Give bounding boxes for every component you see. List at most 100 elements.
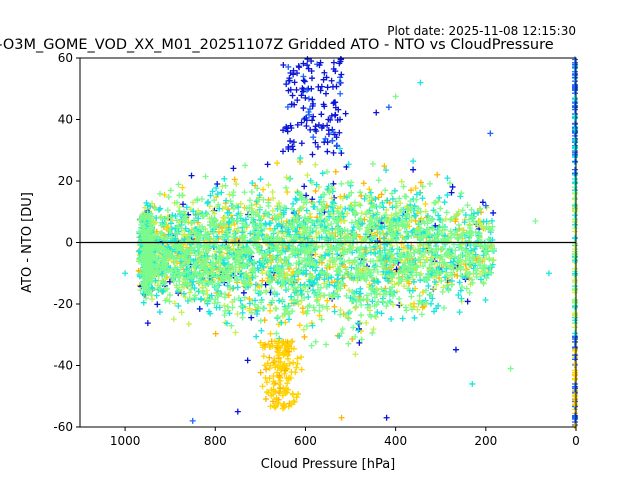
- data-point: [347, 202, 354, 209]
- data-point: [284, 380, 291, 387]
- data-point: [179, 184, 186, 191]
- data-point: [381, 218, 388, 225]
- data-point: [140, 238, 147, 245]
- data-point: [327, 248, 334, 255]
- data-point: [245, 259, 252, 266]
- data-point: [137, 287, 144, 294]
- data-point: [354, 320, 361, 327]
- data-point: [429, 295, 436, 302]
- data-point: [388, 289, 395, 296]
- data-point: [179, 252, 186, 259]
- data-point: [422, 249, 429, 256]
- data-point: [225, 214, 232, 221]
- data-point: [383, 167, 390, 174]
- data-point: [205, 274, 212, 281]
- data-point: [194, 197, 201, 204]
- data-point: [288, 101, 295, 108]
- data-point: [358, 312, 365, 319]
- data-point: [294, 70, 301, 77]
- data-point: [435, 302, 442, 309]
- data-point: [310, 134, 317, 141]
- data-point: [302, 94, 309, 101]
- data-point: [294, 360, 301, 367]
- data-point: [391, 187, 398, 194]
- data-point: [210, 259, 217, 266]
- data-point: [436, 194, 443, 201]
- data-point: [160, 264, 167, 271]
- data-point: [307, 271, 314, 278]
- y-tick-label: 20: [58, 174, 73, 188]
- data-point: [217, 220, 224, 227]
- data-point: [304, 172, 311, 179]
- data-point: [400, 183, 407, 190]
- data-point: [355, 327, 362, 334]
- data-point: [321, 236, 328, 243]
- data-point: [480, 218, 487, 225]
- data-point: [254, 185, 261, 192]
- data-point: [240, 289, 247, 296]
- data-point: [374, 268, 381, 275]
- data-point: [351, 258, 358, 265]
- data-point: [303, 207, 310, 214]
- data-point: [334, 117, 341, 124]
- data-point: [454, 228, 461, 235]
- data-point: [438, 230, 445, 237]
- data-point: [392, 93, 399, 100]
- data-point: [326, 213, 333, 220]
- data-point: [258, 327, 265, 334]
- data-point: [226, 191, 233, 198]
- data-point: [469, 279, 476, 286]
- data-point: [304, 288, 311, 295]
- data-point: [482, 249, 489, 256]
- data-point: [344, 210, 351, 217]
- data-point: [328, 195, 335, 202]
- data-point: [409, 204, 416, 211]
- data-point: [440, 284, 447, 291]
- data-point: [396, 195, 403, 202]
- data-point: [155, 272, 162, 279]
- data-point: [267, 362, 274, 369]
- data-point: [137, 254, 144, 261]
- data-point: [335, 272, 342, 279]
- data-point: [417, 277, 424, 284]
- data-point: [480, 280, 487, 287]
- data-point: [211, 197, 218, 204]
- data-point: [151, 255, 158, 262]
- data-point: [426, 238, 433, 245]
- data-point: [476, 254, 483, 261]
- data-point: [414, 306, 421, 313]
- data-point: [245, 212, 252, 219]
- data-point: [338, 56, 345, 63]
- data-point: [392, 198, 399, 205]
- data-point: [318, 124, 325, 131]
- data-point: [426, 180, 433, 187]
- data-point: [338, 71, 345, 78]
- data-point: [389, 204, 396, 211]
- data-point: [136, 271, 143, 278]
- data-point: [157, 230, 164, 237]
- x-tick-label: 400: [384, 434, 407, 448]
- data-point: [279, 228, 286, 235]
- data-point: [176, 269, 183, 276]
- data-point: [341, 271, 348, 278]
- data-point: [458, 245, 465, 252]
- data-point: [186, 295, 193, 302]
- data-point: [294, 355, 301, 362]
- data-point: [356, 249, 363, 256]
- data-point: [431, 308, 438, 315]
- data-point: [422, 200, 429, 207]
- data-point: [320, 76, 327, 83]
- data-point: [368, 274, 375, 281]
- data-point: [367, 249, 374, 256]
- data-point: [196, 248, 203, 255]
- data-point: [377, 230, 384, 237]
- data-point: [244, 357, 251, 364]
- data-point: [290, 139, 297, 146]
- data-point: [192, 211, 199, 218]
- data-point: [397, 232, 404, 239]
- data-point: [161, 271, 168, 278]
- data-point: [252, 273, 259, 280]
- data-point: [308, 342, 315, 349]
- data-point: [362, 192, 369, 199]
- data-point: [309, 151, 316, 158]
